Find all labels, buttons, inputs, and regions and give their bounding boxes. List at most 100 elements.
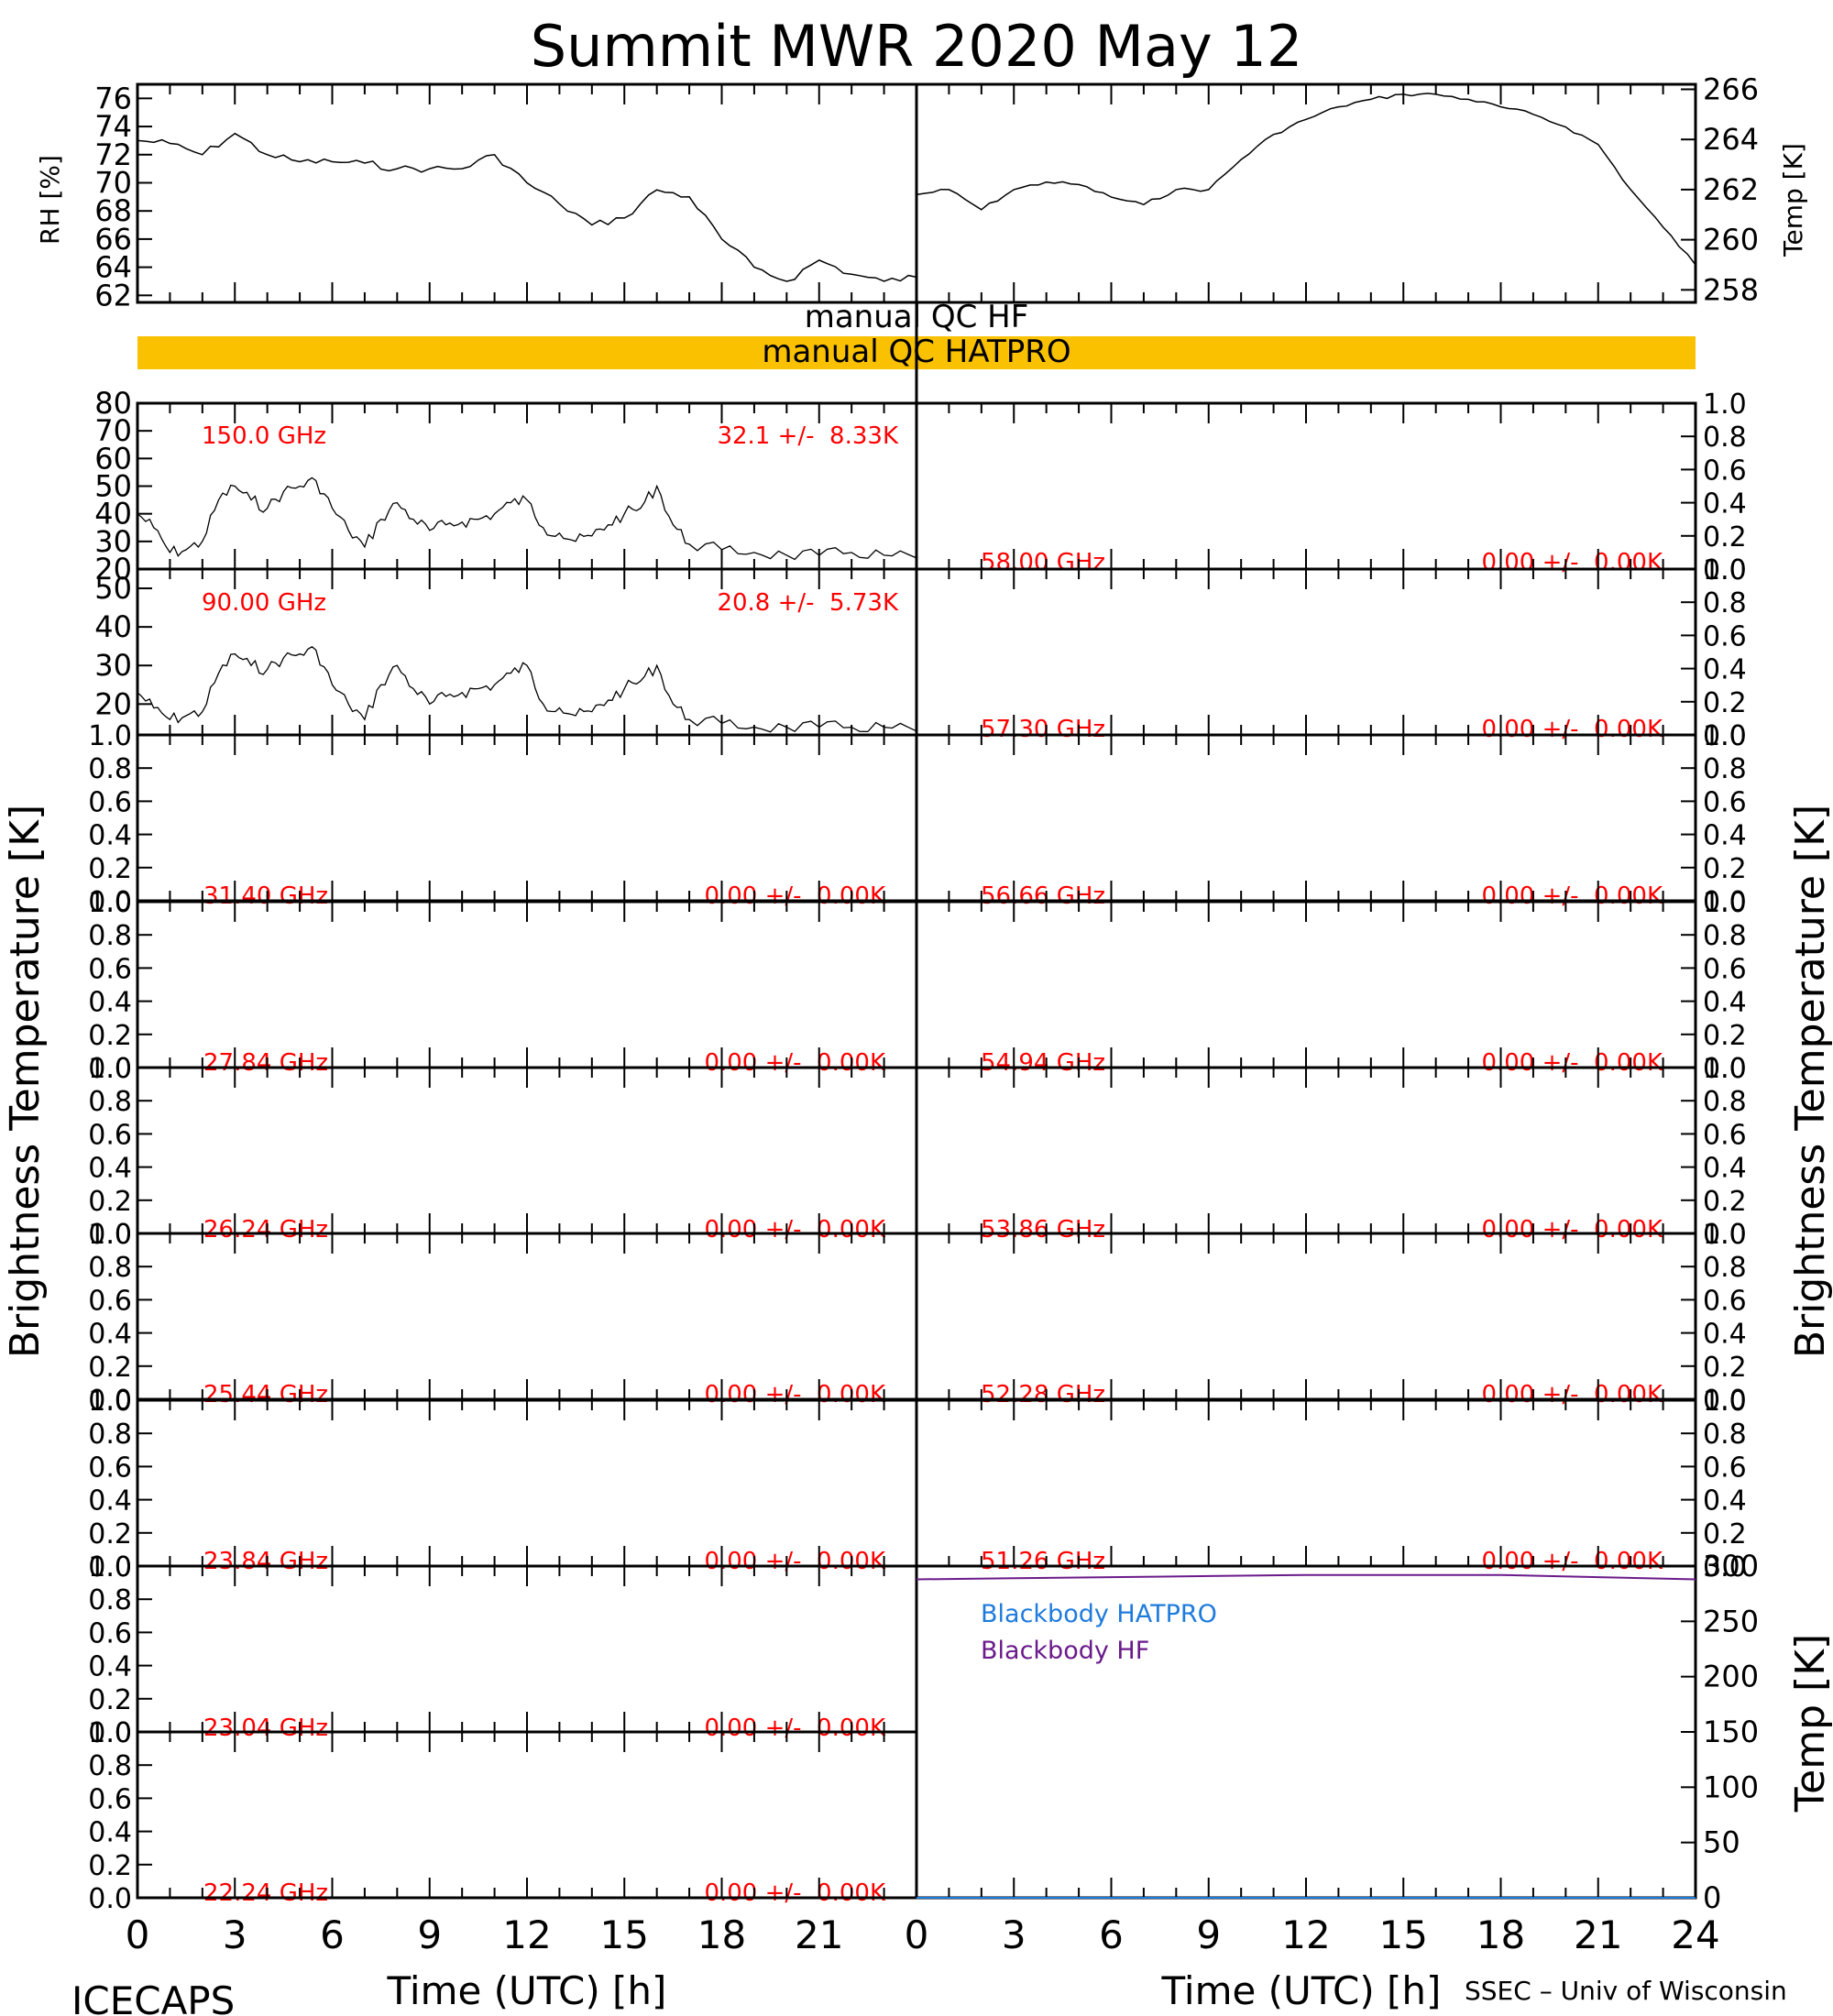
- tb-right-ylabel: 1.0: [1703, 554, 1747, 586]
- ch-stat-3140: 0.00 +/- 0.00K: [704, 882, 886, 910]
- tb-panel-left: [136, 733, 918, 903]
- ch-stat-2304: 0.00 +/- 0.00K: [704, 1715, 886, 1742]
- tb-right-ylabel: 0.8: [1703, 587, 1747, 619]
- tb-right-ylabel: 0.4: [1703, 1153, 1747, 1185]
- blackbody-ytick-label: 150: [1703, 1715, 1759, 1749]
- tb-ytick-label: 40: [94, 609, 132, 644]
- temp-series-line: [916, 93, 1696, 266]
- x-tick-label-right: 24: [1671, 1912, 1719, 1957]
- rh-ytick-label: 74: [94, 109, 132, 144]
- tb-left-ylabel: 1.0: [88, 1551, 132, 1583]
- tb-ytick-label: 30: [94, 524, 132, 559]
- ch-stat-5800: 0.00 +/- 0.00K: [1481, 549, 1663, 576]
- blackbody-ytick-label: 100: [1703, 1769, 1759, 1804]
- right-axis-label: Brightness Temperature [K]: [1787, 805, 1833, 1358]
- tb-left-ylabel: 0.6: [88, 786, 132, 818]
- tb-left-ylabel: 0.8: [88, 1584, 132, 1616]
- tb-left-ylabel: 0.2: [88, 1518, 132, 1550]
- tb-left-ylabel: 0.4: [88, 987, 132, 1019]
- tb-left-ylabel: 1.0: [88, 720, 132, 752]
- tb-right-ylabel: 0.8: [1703, 422, 1747, 454]
- ch-stat-5228: 0.00 +/- 0.00K: [1481, 1381, 1663, 1408]
- tb-left-ylabel: 0.6: [88, 1119, 132, 1151]
- tb-left-ylabel: 0.2: [88, 1020, 132, 1052]
- x-axis-label-left: Time (UTC) [h]: [387, 1968, 667, 2013]
- tb-left-ylabel: 0.2: [88, 1352, 132, 1384]
- left-axis-label: Brightness Temperature [K]: [2, 805, 49, 1358]
- tb-left-ylabel: 0.6: [88, 953, 132, 985]
- tb-left-ylabel: 0.4: [88, 1153, 132, 1185]
- tb-right-ylabel: 1.0: [1703, 1053, 1747, 1085]
- tb-left-ylabel: 0.0: [88, 886, 132, 918]
- temp-ylabel: Temp [K]: [1778, 143, 1808, 257]
- tb-right-ylabel: 0.8: [1703, 920, 1747, 952]
- tb-panel-right: [915, 567, 1697, 737]
- x-tick-label-right: 18: [1476, 1912, 1525, 1957]
- tb-left-ylabel: 1.0: [88, 887, 132, 919]
- tb-left-ylabel: 0.8: [88, 753, 132, 785]
- tb-panel-left: [136, 1066, 918, 1235]
- tb-right-ylabel: 0.6: [1703, 1452, 1747, 1484]
- tb-right-ylabel: 0.8: [1703, 753, 1747, 785]
- tb-right-ylabel: 0.4: [1703, 987, 1747, 1019]
- blackbody-ytick-label: 0: [1703, 1880, 1721, 1915]
- x-tick-label-left: 12: [502, 1912, 551, 1957]
- tb-left-ylabel: 0.0: [88, 1219, 132, 1251]
- x-tick-label-right: 9: [1196, 1912, 1221, 1957]
- rh-ytick-label: 72: [94, 137, 132, 172]
- ch-stat-2224: 0.00 +/- 0.00K: [704, 1879, 886, 1907]
- tb-left-ylabel: 1.0: [88, 1219, 132, 1251]
- blackbody-ytick-label: 300: [1703, 1549, 1759, 1583]
- ch-label-2624: 26.24 GHz: [203, 1216, 328, 1244]
- tb-left-ylabel: 0.2: [88, 1186, 132, 1218]
- rh-ylabel: RH [%]: [35, 155, 65, 245]
- tb-panel-right: [915, 1232, 1697, 1401]
- tb-right-ylabel: 0.4: [1703, 488, 1747, 520]
- ch-stat-5666: 0.00 +/- 0.00K: [1481, 882, 1663, 910]
- rh-ytick-label: 64: [94, 250, 132, 285]
- tb-right-ylabel: 0.6: [1703, 455, 1747, 487]
- tb-panel-left: [136, 1564, 918, 1734]
- x-tick-label-right: 21: [1574, 1912, 1622, 1957]
- tb-panel-right: [915, 1066, 1697, 1235]
- tb-right-ylabel: 0.2: [1703, 1518, 1747, 1550]
- tb-ytick-label: 20: [94, 552, 132, 586]
- tb-right-ylabel: 0.8: [1703, 1252, 1747, 1284]
- ch-label-5126: 51.26 GHz: [981, 1548, 1105, 1575]
- tb-ytick-label: 40: [94, 497, 132, 531]
- temp-ytick-label: 262: [1703, 172, 1759, 207]
- ch-stat-2624: 0.00 +/- 0.00K: [704, 1216, 886, 1244]
- tb-right-ylabel: 0.4: [1703, 1485, 1747, 1517]
- footer-right: SSEC – Univ of Wisconsin: [1465, 1976, 1787, 2006]
- ch-label-2384: 23.84 GHz: [203, 1548, 328, 1575]
- tb-right-ylabel: 0.0: [1703, 554, 1747, 586]
- tb-ytick-label: 50: [94, 469, 132, 504]
- tb-left-ylabel: 0.4: [88, 820, 132, 852]
- footer-left: ICECAPS: [71, 1978, 235, 2016]
- x-tick-label-left: 15: [600, 1912, 649, 1957]
- tb-panel-right: [915, 733, 1697, 903]
- blackbody-ytick-label: 200: [1703, 1660, 1759, 1694]
- ch-label-5494: 54.94 GHz: [981, 1049, 1105, 1077]
- x-tick-label-left: 6: [320, 1912, 345, 1957]
- ch-stat-150: 32.1 +/- 8.33K: [717, 422, 899, 450]
- tb-right-ylabel: 0.2: [1703, 1186, 1747, 1218]
- temp-ytick-label: 264: [1703, 122, 1759, 157]
- ch-label-5386: 53.86 GHz: [981, 1216, 1105, 1244]
- tb-right-ylabel: 0.2: [1703, 521, 1747, 553]
- tb-right-ylabel: 1.0: [1703, 1386, 1747, 1418]
- tb-left-ylabel: 0.4: [88, 1485, 132, 1517]
- rh-ytick-label: 68: [94, 193, 132, 228]
- blackbody-ylabel: Temp [K]: [1787, 1634, 1833, 1813]
- ch-label-3140: 31.40 GHz: [203, 882, 328, 910]
- tb-series-line: [137, 477, 917, 561]
- rh-series-line: [137, 132, 917, 282]
- tb-left-ylabel: 0.2: [88, 853, 132, 885]
- tb-right-ylabel: 0.2: [1703, 1352, 1747, 1384]
- tb-left-ylabel: 0.2: [88, 1684, 132, 1716]
- tb-right-ylabel: 0.0: [1703, 1385, 1747, 1417]
- tb-ytick-label: 70: [94, 413, 132, 448]
- tb-left-ylabel: 1.0: [88, 1717, 132, 1749]
- tb-right-ylabel: 0.4: [1703, 1319, 1747, 1351]
